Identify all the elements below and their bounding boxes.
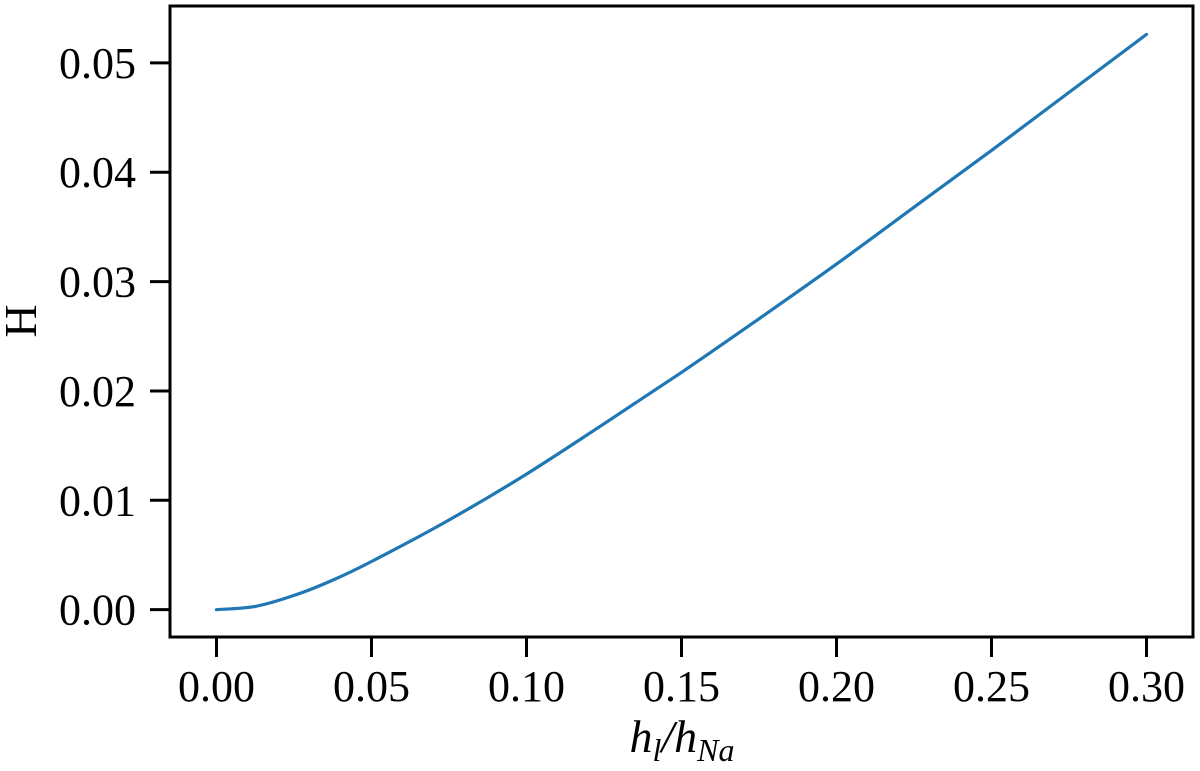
x-tick-label: 0.30 (1108, 662, 1185, 711)
x-axis-tick-labels: 0.00 0.05 0.10 0.15 0.20 0.25 0.30 (178, 662, 1185, 711)
x-axis-ticks (215, 637, 1148, 657)
y-tick-label: 0.03 (59, 258, 136, 307)
x-axis-label-var-2: h (674, 711, 697, 762)
y-tick-label: 0.01 (59, 476, 136, 525)
x-tick-label: 0.20 (798, 662, 875, 711)
y-tick-label: 0.05 (59, 39, 136, 88)
y-axis-ticks (150, 61, 170, 612)
x-axis-label-sub-2: Na (696, 732, 734, 766)
y-axis-label: H (0, 304, 46, 337)
y-tick-label: 0.00 (59, 586, 136, 635)
x-tick-label: 0.00 (178, 662, 255, 711)
y-axis-tick-labels: 0.00 0.01 0.02 0.03 0.04 0.05 (59, 39, 136, 635)
x-tick-label: 0.05 (333, 662, 410, 711)
x-axis-label: hl/hNa (629, 711, 734, 766)
x-axis-label-sub-1: l (652, 732, 661, 766)
x-axis-label-slash: / (658, 711, 678, 762)
x-tick-label: 0.15 (643, 662, 720, 711)
plot-spines (168, 4, 1195, 639)
y-tick-label: 0.02 (59, 367, 136, 416)
data-line-series (214, 32, 1149, 612)
x-tick-label: 0.10 (488, 662, 565, 711)
x-tick-label: 0.25 (953, 662, 1030, 711)
x-axis-label-var-1: h (629, 711, 652, 762)
y-tick-label: 0.04 (59, 148, 136, 197)
